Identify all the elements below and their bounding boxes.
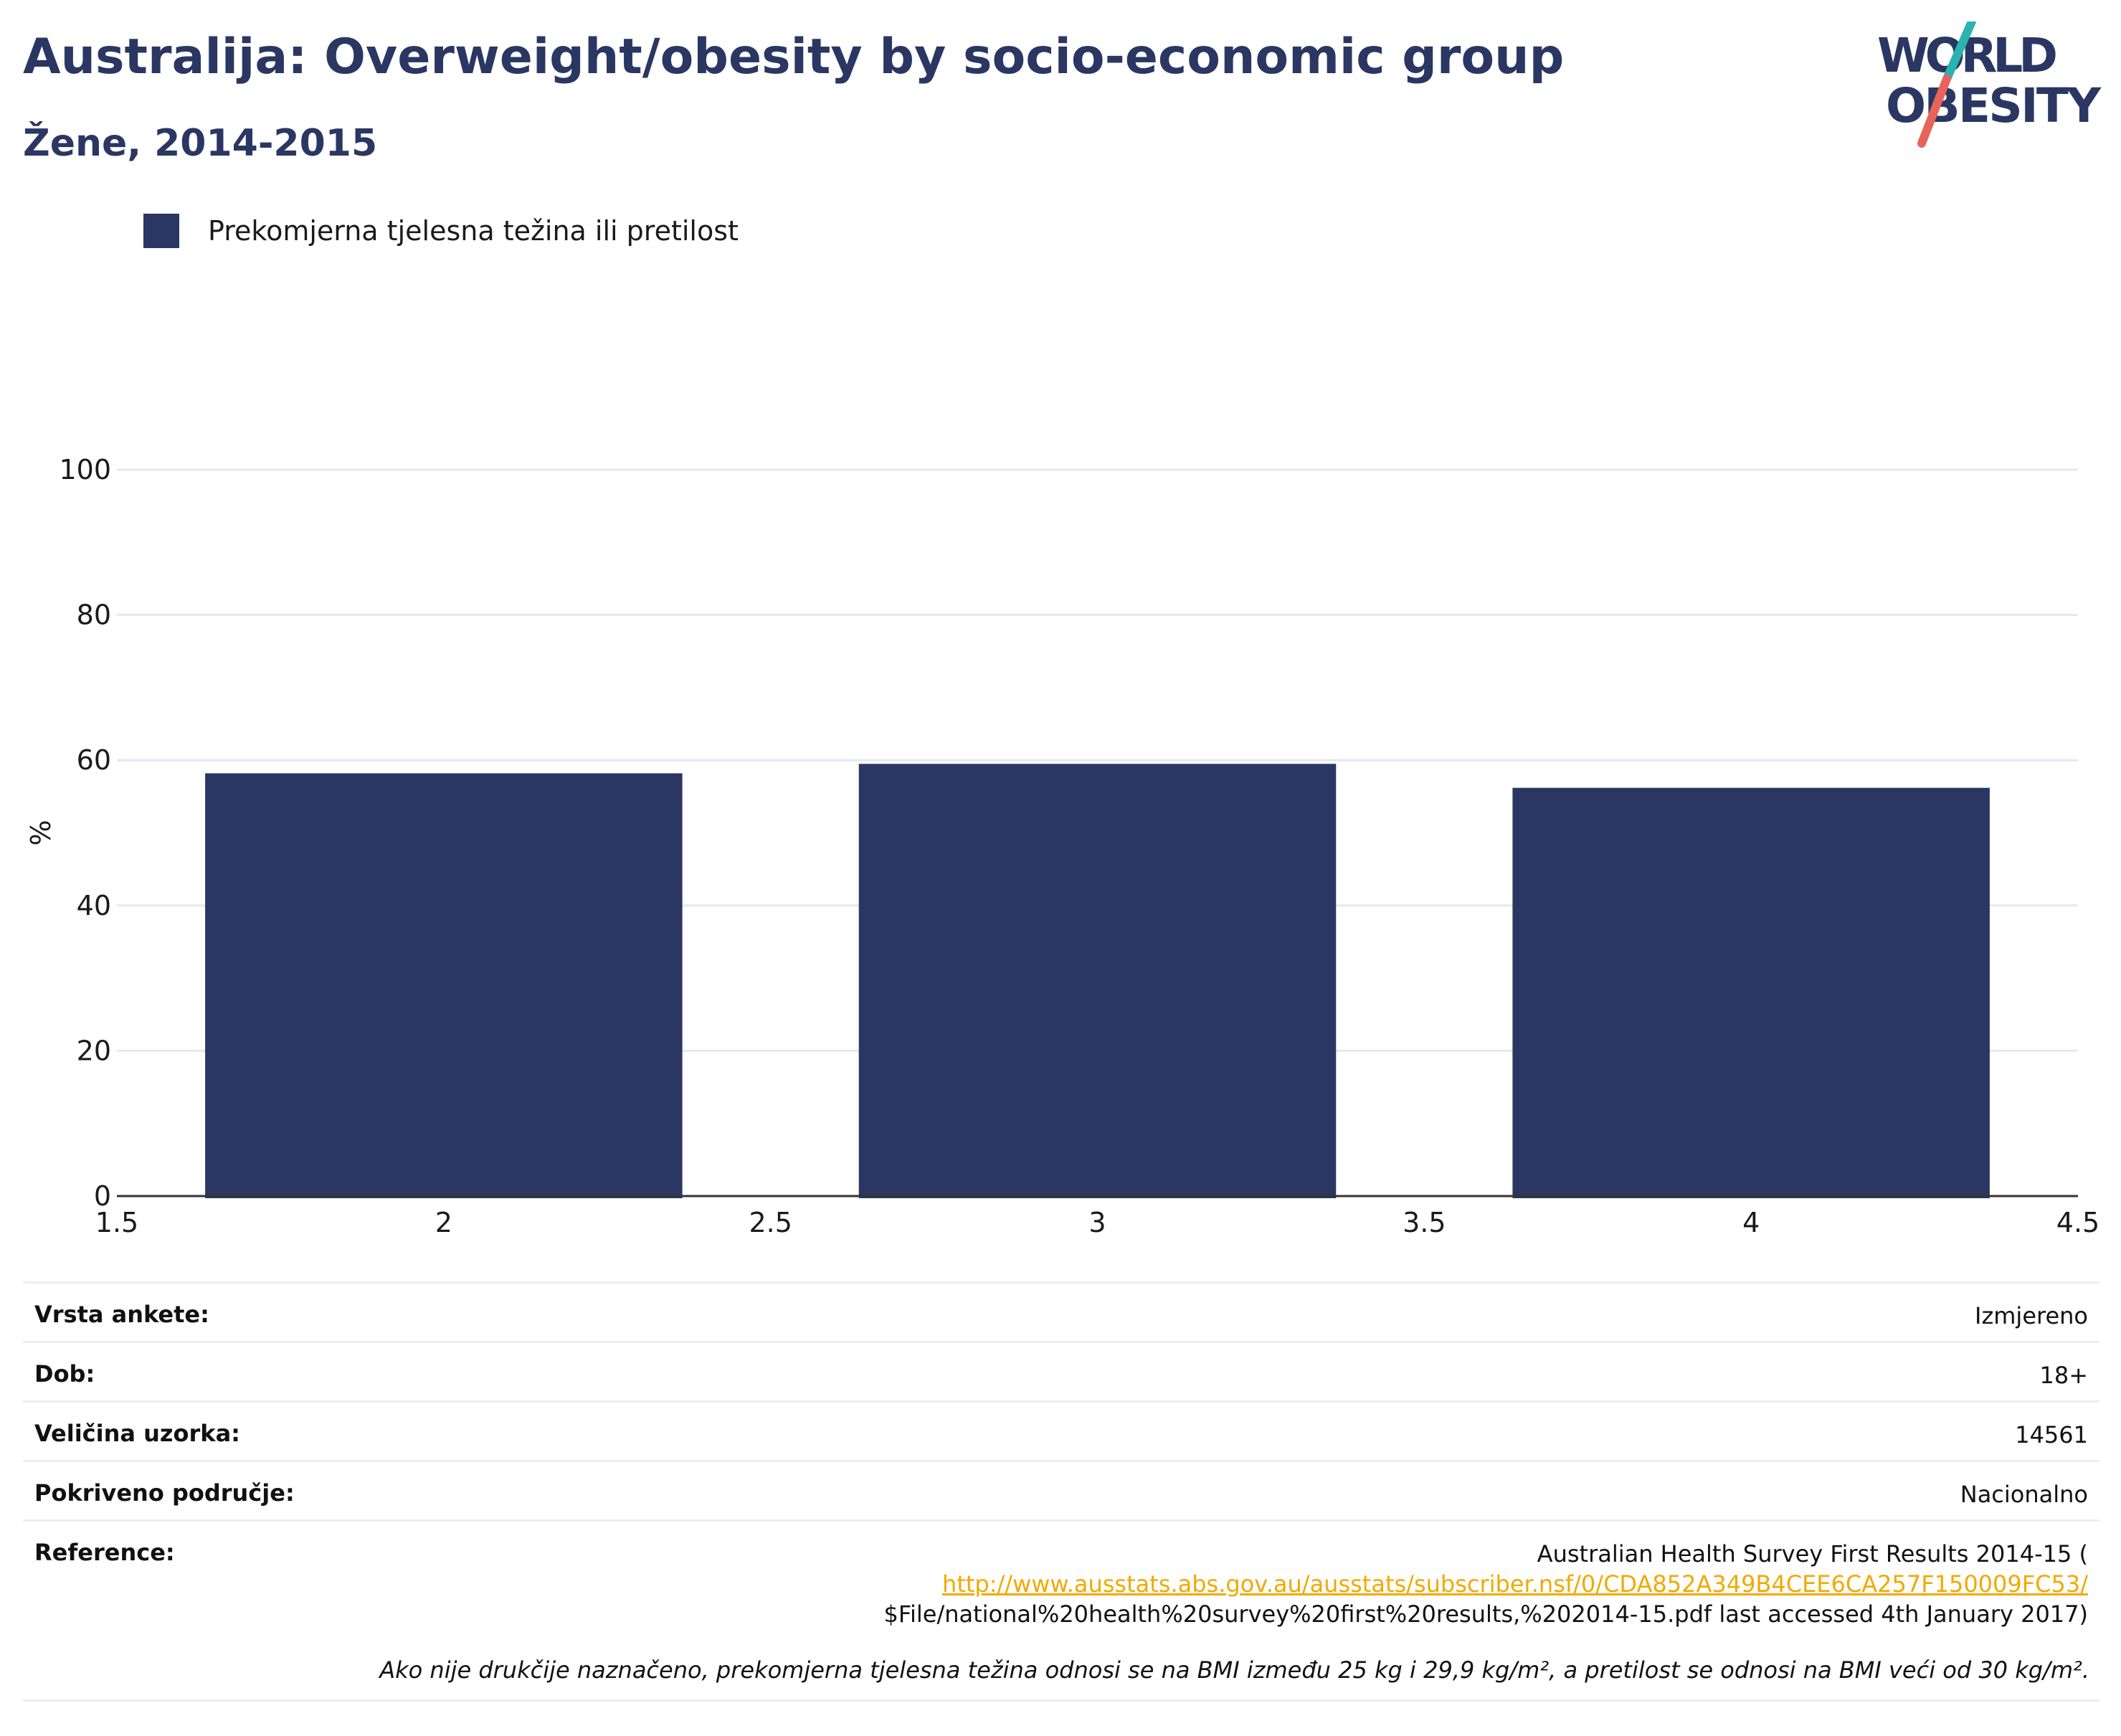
bar <box>205 773 683 1198</box>
legend-label: Prekomjerna tjelesna težina ili pretilos… <box>208 215 739 247</box>
x-tick-label: 2.5 <box>749 1207 792 1238</box>
bar <box>858 764 1337 1198</box>
info-row: Vrsta ankete: Izmjereno <box>23 1281 2099 1341</box>
info-key-area-covered: Pokriveno područje: <box>34 1479 295 1507</box>
legend-swatch <box>143 214 179 248</box>
info-row: Pokriveno područje: Nacionalno <box>23 1460 2099 1519</box>
x-tick-label: 1.5 <box>95 1207 138 1238</box>
y-tick-label: 20 <box>77 1035 111 1066</box>
info-row-reference: Reference: Australian Health Survey Firs… <box>23 1519 2099 1640</box>
info-row: Veličina uzorka: 14561 <box>23 1400 2099 1460</box>
x-tick-label: 3.5 <box>1403 1207 1446 1238</box>
reference-link[interactable]: http://www.ausstats.abs.gov.au/ausstats/… <box>942 1570 2088 1598</box>
info-value-sample-size: 14561 <box>2015 1421 2088 1448</box>
reference-text: Australian Health Survey First Results 2… <box>1537 1540 2088 1567</box>
chart-subtitle: Žene, 2014-2015 <box>23 122 378 165</box>
world-obesity-logo: WORLD OBESITY <box>1877 22 2102 148</box>
y-tick-label: 100 <box>59 454 111 485</box>
footnote: Ako nije drukčije naznačeno, prekomjerna… <box>379 1656 2089 1684</box>
bar <box>1512 787 1990 1198</box>
x-tick-label: 4.5 <box>2056 1207 2099 1238</box>
y-tick-label: 80 <box>77 599 111 631</box>
logo-word-obesity: OBESITY <box>1886 78 2102 133</box>
y-tick-label: 60 <box>77 744 111 776</box>
info-key-survey-type: Vrsta ankete: <box>34 1301 209 1328</box>
y-tick-label: 40 <box>77 890 111 921</box>
info-value-reference: Australian Health Survey First Results 2… <box>884 1539 2088 1640</box>
y-axis-label: % <box>25 820 57 845</box>
info-key-reference: Reference: <box>34 1539 175 1566</box>
info-row: Dob: 18+ <box>23 1341 2099 1400</box>
info-key-age: Dob: <box>34 1360 95 1388</box>
bar-chart: 0 20 40 60 80 100% 1.5 2 2.5 3 3.5 4 4.5 <box>25 454 2099 1238</box>
reference-file-text: $File/national%20health%20survey%20first… <box>883 1600 2088 1628</box>
info-value-area-covered: Nacionalno <box>1960 1481 2088 1508</box>
divider <box>23 1699 2099 1702</box>
info-value-age: 18+ <box>2039 1362 2088 1389</box>
info-value-survey-type: Izmjereno <box>1975 1302 2088 1329</box>
legend: Prekomjerna tjelesna težina ili pretilos… <box>143 214 739 248</box>
x-tick-label: 2 <box>435 1207 452 1238</box>
y-tick-label: 0 <box>94 1180 111 1212</box>
x-tick-label: 4 <box>1742 1207 1760 1238</box>
x-tick-label: 3 <box>1088 1207 1106 1238</box>
info-key-sample-size: Veličina uzorka: <box>34 1420 240 1447</box>
chart-title: Australija: Overweight/obesity by socio-… <box>23 29 1565 85</box>
info-table: Vrsta ankete: Izmjereno Dob: 18+ Veličin… <box>23 1281 2099 1640</box>
